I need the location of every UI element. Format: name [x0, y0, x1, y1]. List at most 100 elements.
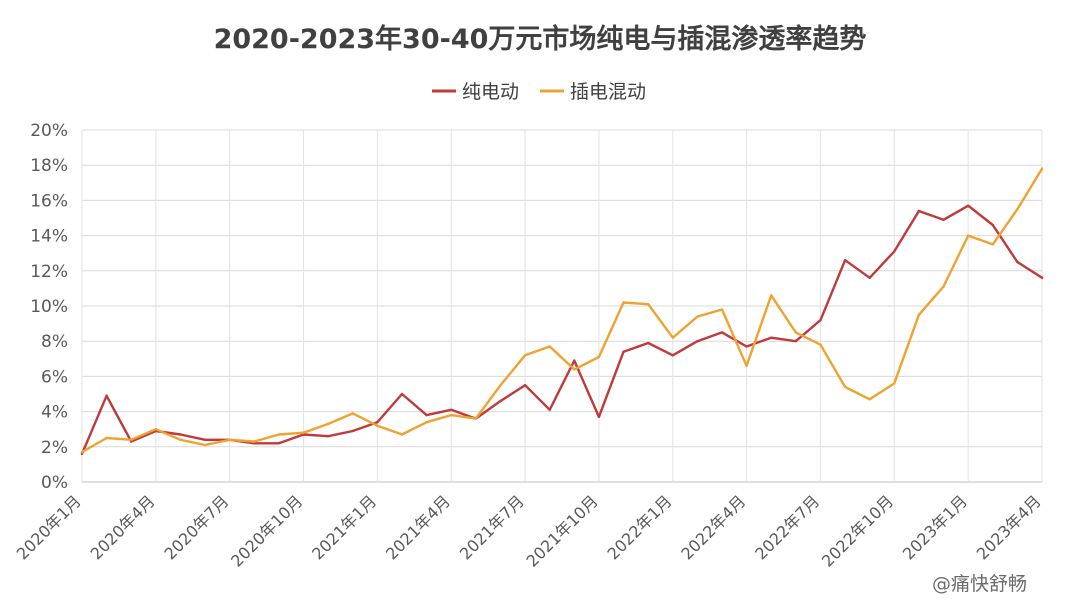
legend-label-bev: 纯电动 — [462, 81, 519, 103]
data-point-phev — [819, 343, 822, 346]
data-point-bev — [794, 340, 798, 343]
data-point-bev — [1040, 276, 1044, 280]
data-point-bev — [277, 442, 281, 445]
data-point-bev — [425, 413, 428, 417]
data-point-bev — [253, 442, 256, 445]
x-tick-label: 2021年10月 — [522, 491, 601, 570]
data-point-bev — [351, 429, 354, 433]
data-point-phev — [770, 294, 773, 297]
data-point-phev — [868, 398, 871, 401]
data-point-phev — [302, 431, 305, 434]
gridlines — [81, 129, 1043, 483]
data-point-bev — [720, 331, 724, 334]
data-point-phev — [548, 345, 551, 348]
x-tick-label: 2020年10月 — [227, 491, 306, 570]
data-point-phev — [573, 368, 576, 371]
data-point-phev — [179, 438, 182, 441]
data-point-phev — [400, 433, 404, 436]
data-point-phev — [105, 436, 108, 440]
x-tick-label: 2023年4月 — [973, 491, 1045, 563]
data-point-phev — [720, 308, 724, 311]
data-point-bev — [868, 276, 871, 280]
y-axis-tick-labels: 0% 2% 4% 6% 8% 10% 12% 14% 16% 18% 20% — [30, 121, 68, 493]
data-point-phev — [893, 382, 896, 385]
y-tick-label: 10% — [30, 297, 68, 317]
data-point-bev — [671, 354, 674, 357]
data-point-bev — [646, 341, 650, 345]
data-point-phev — [696, 315, 699, 318]
data-point-phev — [597, 355, 601, 359]
x-tick-label: 2022年7月 — [751, 491, 823, 563]
data-point-phev — [450, 413, 453, 417]
x-tick-label: 2021年4月 — [382, 491, 454, 563]
data-point-bev — [523, 384, 527, 387]
data-point-bev — [770, 336, 773, 339]
data-point-phev — [917, 313, 921, 316]
data-point-bev — [400, 392, 404, 396]
data-point-phev — [646, 303, 650, 306]
data-point-bev — [745, 345, 748, 348]
data-point-bev — [819, 318, 822, 322]
data-point-phev — [203, 443, 207, 447]
x-tick-label: 2022年10月 — [818, 491, 897, 570]
x-tick-label: 2022年1月 — [604, 491, 676, 563]
x-tick-label: 2020年7月 — [160, 491, 232, 563]
data-point-bev — [203, 438, 207, 441]
data-point-phev — [154, 428, 158, 431]
y-tick-label: 6% — [41, 367, 68, 387]
data-point-bev — [696, 340, 699, 343]
y-tick-label: 0% — [41, 473, 68, 493]
y-tick-label: 8% — [41, 332, 68, 352]
data-point-bev — [622, 350, 625, 353]
data-point-phev — [991, 243, 994, 246]
data-point-bev — [917, 209, 921, 213]
legend-label-phev: 插电混动 — [570, 81, 646, 103]
data-point-phev — [351, 412, 354, 415]
data-point-bev — [942, 218, 945, 221]
data-point-bev — [966, 204, 970, 207]
y-tick-label: 12% — [30, 262, 68, 282]
data-point-phev — [499, 384, 502, 387]
data-point-phev — [425, 420, 428, 424]
data-point-phev — [671, 336, 674, 339]
data-point-bev — [1016, 260, 1019, 264]
data-point-phev — [523, 354, 527, 357]
y-tick-label: 2% — [41, 438, 68, 458]
legend: 纯电动 插电混动 — [432, 81, 646, 103]
series-line-bev — [80, 204, 1044, 455]
chart-title: 2020-2023年30-40万元市场纯电与插混渗透率趋势 — [214, 23, 867, 55]
y-tick-label: 16% — [30, 191, 68, 211]
x-tick-label: 2020年4月 — [87, 491, 159, 563]
data-point-phev — [794, 331, 798, 334]
data-point-phev — [745, 364, 748, 368]
x-tick-label: 2023年1月 — [899, 491, 971, 563]
x-tick-label: 2021年7月 — [456, 491, 528, 563]
data-point-phev — [277, 433, 281, 436]
data-point-bev — [326, 435, 330, 438]
data-point-phev — [942, 285, 945, 288]
data-point-bev — [573, 359, 576, 362]
data-point-phev — [376, 424, 379, 427]
data-point-phev — [253, 440, 256, 443]
data-point-phev — [228, 438, 231, 441]
data-point-phev — [80, 450, 84, 454]
watermark: @痛快舒畅 — [932, 573, 1027, 595]
data-point-phev — [843, 385, 847, 389]
x-tick-label: 2021年1月 — [308, 491, 380, 563]
data-point-bev — [597, 415, 601, 419]
y-tick-label: 14% — [30, 227, 68, 247]
data-point-phev — [326, 422, 330, 426]
data-point-phev — [622, 301, 625, 304]
y-tick-label: 18% — [30, 156, 68, 176]
data-point-bev — [843, 259, 847, 262]
data-point-bev — [80, 452, 84, 456]
y-tick-label: 4% — [41, 403, 68, 423]
data-point-bev — [450, 408, 453, 412]
data-point-phev — [1016, 208, 1019, 211]
data-point-phev — [966, 234, 970, 237]
data-point-phev — [1040, 167, 1044, 170]
data-point-bev — [376, 420, 379, 424]
x-tick-label: 2022年4月 — [677, 491, 749, 563]
